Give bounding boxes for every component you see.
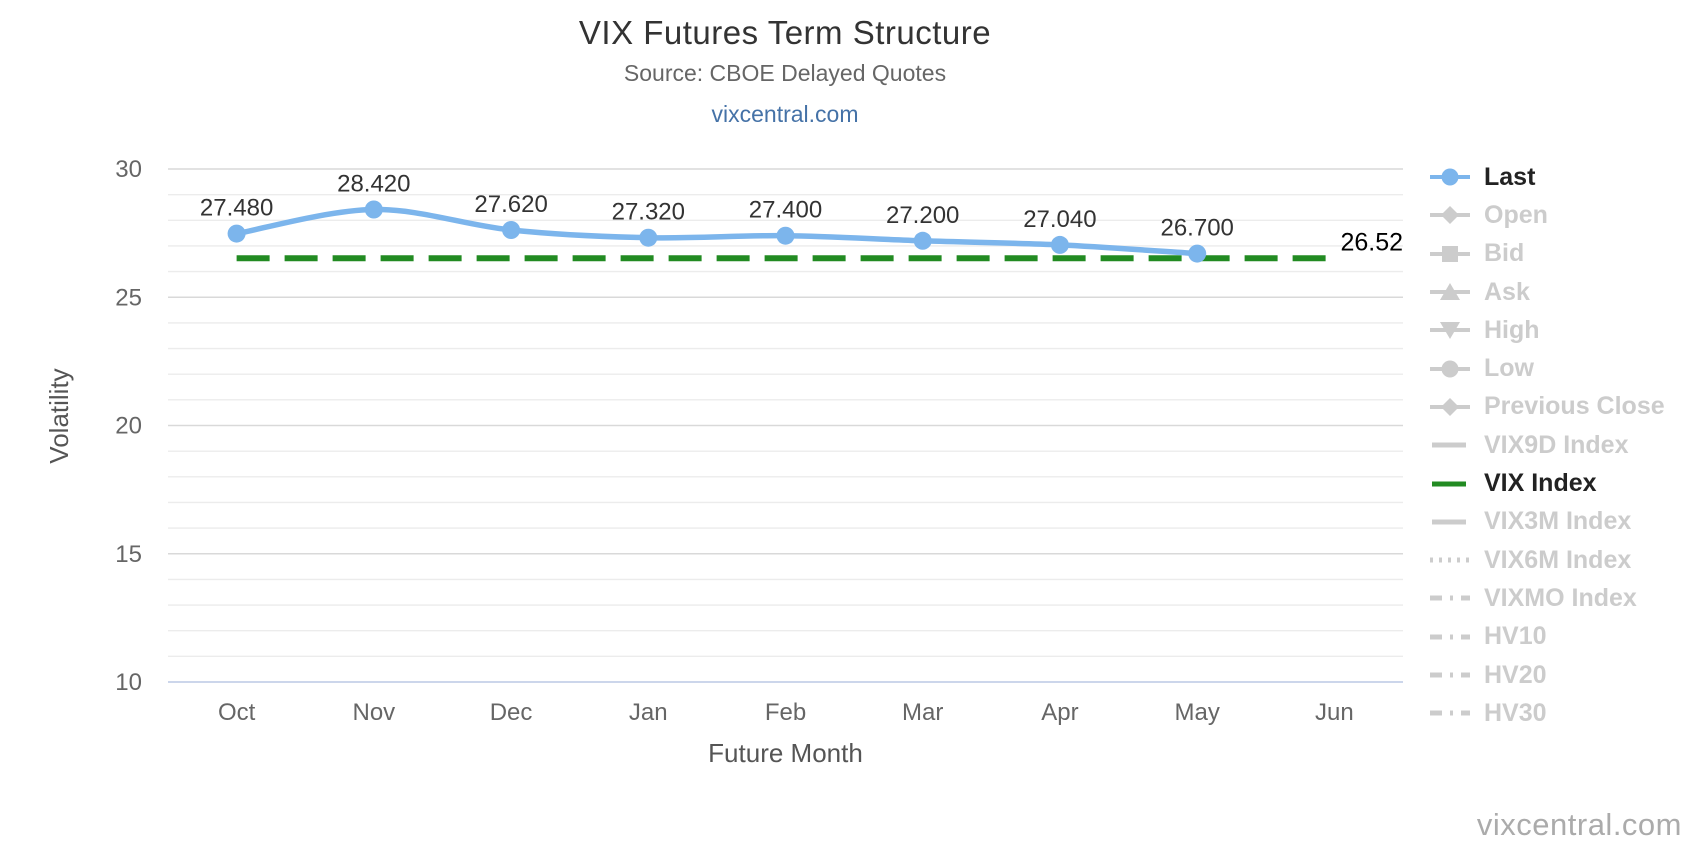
- vixcentral-link[interactable]: vixcentral.com: [711, 101, 859, 127]
- data-label: 27.040: [1023, 206, 1096, 233]
- last-series-point[interactable]: [1188, 244, 1207, 263]
- last-series-point[interactable]: [639, 228, 658, 247]
- legend-label-bid: Bid: [1484, 239, 1525, 268]
- legend-label-vix9d-index: VIX9D Index: [1484, 430, 1629, 459]
- vix-index-value-label: 26.52: [1340, 228, 1403, 256]
- legend-item-vixmo-index[interactable]: VIXMO Index: [1428, 579, 1665, 617]
- legend-marker-icon: [1430, 206, 1470, 225]
- legend-label-low: Low: [1484, 354, 1534, 383]
- legend-item-last[interactable]: Last: [1428, 158, 1665, 196]
- x-tick-label: Apr: [1041, 699, 1078, 726]
- legend-label-hv30: HV30: [1484, 698, 1547, 727]
- data-label: 27.620: [474, 191, 547, 218]
- legend-label-previous-close: Previous Close: [1484, 392, 1665, 421]
- legend-label-hv20: HV20: [1484, 660, 1547, 689]
- x-tick-label: Nov: [352, 699, 395, 726]
- y-tick-label: 15: [115, 541, 142, 568]
- legend-item-vix3m-index[interactable]: VIX3M Index: [1428, 503, 1665, 541]
- legend-marker-icon: [1430, 710, 1470, 716]
- data-label: 26.700: [1160, 215, 1233, 242]
- data-label: 27.400: [749, 197, 822, 224]
- legend-item-open[interactable]: Open: [1428, 196, 1665, 234]
- data-label: 27.480: [200, 195, 273, 222]
- legend-item-ask[interactable]: Ask: [1428, 273, 1665, 311]
- y-tick-label: 30: [115, 156, 142, 183]
- x-axis-title: Future Month: [708, 738, 863, 768]
- last-series-point[interactable]: [227, 224, 246, 243]
- legend-label-ask: Ask: [1484, 277, 1530, 306]
- last-series-point[interactable]: [364, 200, 383, 219]
- legend-item-high[interactable]: High: [1428, 311, 1665, 349]
- y-axis-title: Volatility: [44, 368, 74, 463]
- last-series-point[interactable]: [1050, 235, 1069, 254]
- y-tick-label: 25: [115, 284, 142, 311]
- x-tick-label: Oct: [218, 699, 256, 726]
- legend-marker-icon: [1430, 397, 1470, 416]
- legend-marker-icon: [1432, 481, 1466, 487]
- legend-marker-icon: [1430, 595, 1470, 601]
- watermark: vixcentral.com: [1476, 807, 1682, 842]
- legend-marker-icon: [1430, 672, 1470, 678]
- x-tick-label: Jan: [629, 699, 668, 726]
- legend-item-previous-close[interactable]: Previous Close: [1428, 388, 1665, 426]
- last-series-point[interactable]: [913, 231, 932, 250]
- legend-item-hv30[interactable]: HV30: [1428, 694, 1665, 732]
- legend-item-vix9d-index[interactable]: VIX9D Index: [1428, 426, 1665, 464]
- legend-item-low[interactable]: Low: [1428, 349, 1665, 387]
- last-series-point[interactable]: [502, 221, 521, 239]
- x-tick-label: Feb: [765, 699, 806, 726]
- legend-label-vix-index: VIX Index: [1484, 469, 1597, 498]
- legend-label-last: Last: [1484, 162, 1536, 191]
- legend-item-vix6m-index[interactable]: VIX6M Index: [1428, 541, 1665, 579]
- legend-marker-icon: [1432, 519, 1466, 525]
- data-label: 27.200: [886, 202, 959, 229]
- legend-marker-icon: [1432, 442, 1466, 448]
- data-label: 28.420: [337, 171, 410, 198]
- legend-marker-icon: [1430, 245, 1470, 262]
- x-tick-label: Dec: [490, 699, 533, 726]
- legend-label-high: High: [1484, 315, 1540, 344]
- legend-label-vix3m-index: VIX3M Index: [1484, 507, 1632, 536]
- chart-legend: Last Open Bid Ask High Low Previous Close VIX9D…: [1428, 158, 1665, 732]
- data-label: 27.320: [612, 199, 685, 226]
- chart-header: VIX Futures Term Structure Source: CBOE …: [0, 0, 1570, 128]
- x-tick-label: Mar: [902, 699, 943, 726]
- legend-marker-icon: [1430, 360, 1470, 378]
- legend-marker-icon: [1430, 283, 1470, 301]
- legend-label-vixmo-index: VIXMO Index: [1484, 583, 1637, 612]
- legend-marker-icon: [1430, 322, 1470, 340]
- chart-subtitle: Source: CBOE Delayed Quotes: [623, 60, 947, 86]
- legend-marker-icon: [1430, 168, 1470, 186]
- legend-item-hv20[interactable]: HV20: [1428, 656, 1665, 694]
- legend-item-vix-index[interactable]: VIX Index: [1428, 464, 1665, 502]
- y-tick-label: 10: [115, 669, 142, 696]
- x-tick-label: Jun: [1315, 699, 1354, 726]
- legend-item-bid[interactable]: Bid: [1428, 235, 1665, 273]
- legend-label-hv10: HV10: [1484, 622, 1547, 651]
- last-series-line: [233, 206, 1200, 257]
- last-series-point[interactable]: [776, 226, 795, 245]
- legend-label-vix6m-index: VIX6M Index: [1484, 545, 1632, 574]
- x-tick-label: May: [1174, 699, 1219, 726]
- legend-marker-icon: [1430, 634, 1470, 640]
- legend-item-hv10[interactable]: HV10: [1428, 618, 1665, 656]
- legend-label-open: Open: [1484, 200, 1548, 229]
- chart-title: VIX Futures Term Structure: [578, 14, 992, 51]
- legend-marker-icon: [1430, 557, 1470, 563]
- y-tick-label: 20: [115, 413, 142, 440]
